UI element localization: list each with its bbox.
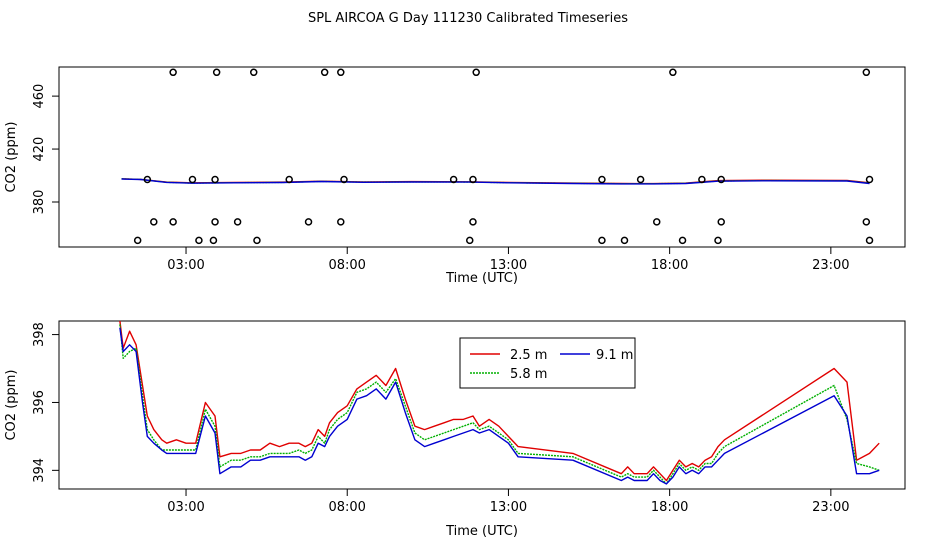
scatter-point	[195, 236, 203, 245]
scatter-point	[598, 175, 606, 184]
legend-box	[459, 337, 636, 389]
scatter-point	[337, 68, 345, 77]
bottom-x-tick-label: 03:00	[167, 500, 204, 515]
scatter-point	[469, 175, 477, 184]
top-y-tick-label: 420	[32, 137, 47, 162]
scatter-point	[598, 236, 606, 245]
top-plot-frame	[58, 66, 906, 248]
scatter-point	[469, 218, 477, 226]
scatter-point	[150, 218, 158, 226]
top-panel-axes: 03:00 08:00 13:00 18:00 23:00 380 420 460	[32, 84, 850, 273]
bottom-y-tick-label: 398	[32, 322, 47, 347]
scatter-point	[249, 68, 258, 77]
scatter-point	[472, 68, 480, 77]
scatter-point	[698, 175, 706, 184]
top-x-tick-label: 08:00	[328, 258, 365, 273]
scatter-point	[320, 68, 329, 77]
scatter-point	[449, 175, 458, 184]
top-x-axis-label: Time (UTC)	[445, 271, 518, 286]
scatter-point	[340, 175, 348, 184]
scatter-point	[717, 218, 725, 226]
top-y-tick-label: 380	[32, 190, 47, 215]
legend-label-2-5m: 2.5 m	[510, 348, 547, 363]
bottom-x-tick-label: 13:00	[490, 500, 527, 515]
top-x-tick-label: 18:00	[651, 258, 688, 273]
scatter-point	[678, 236, 687, 245]
bottom-series-line-2-5-m	[119, 320, 880, 482]
top-x-tick-label: 03:00	[167, 258, 204, 273]
bottom-x-tick-label: 18:00	[651, 500, 688, 515]
scatter-point	[304, 218, 313, 226]
top-x-tick-label: 13:00	[490, 258, 527, 273]
scatter-point	[212, 68, 221, 77]
scatter-point	[714, 236, 722, 245]
legend-label-5-8m: 5.8 m	[510, 367, 547, 382]
scatter-point	[169, 218, 177, 226]
bottom-panel-marks	[119, 320, 880, 485]
scatter-point	[285, 175, 293, 184]
legend-label-9-1m: 9.1 m	[596, 348, 633, 363]
bottom-y-axis-label: CO2 (ppm)	[4, 369, 19, 440]
scatter-point	[233, 218, 242, 226]
scatter-point	[652, 218, 661, 226]
scatter-point	[253, 236, 261, 245]
top-y-axis-label: CO2 (ppm)	[4, 121, 19, 192]
bottom-x-axis-label: Time (UTC)	[445, 524, 518, 539]
scatter-point	[169, 68, 177, 77]
scatter-point	[337, 218, 345, 226]
scatter-point	[862, 68, 871, 77]
scatter-point	[209, 236, 218, 245]
scatter-point	[865, 236, 874, 245]
bottom-y-tick-label: 394	[32, 458, 47, 483]
top-panel-marks	[121, 68, 874, 245]
scatter-point	[465, 236, 474, 245]
bottom-panel-line: 03:00 08:00 13:00 18:00 23:00 394 396 398 Time …	[4, 320, 906, 539]
bottom-panel-axes: 03:00 08:00 13:00 18:00 23:00 394 396 398	[32, 322, 850, 515]
bottom-x-tick-label: 23:00	[812, 500, 849, 515]
top-x-tick-label: 23:00	[812, 258, 849, 273]
chart-title: SPL AIRCOA G Day 111230 Calibrated Times…	[308, 11, 628, 26]
scatter-point	[620, 236, 629, 245]
scatter-point	[862, 218, 871, 226]
scatter-point	[133, 236, 142, 245]
scatter-point	[211, 175, 219, 184]
scatter-point	[717, 175, 725, 184]
top-y-tick-label: 460	[32, 84, 47, 109]
bottom-series-line-9-1-m	[119, 327, 880, 485]
scatter-point	[669, 68, 677, 77]
bottom-x-tick-label: 08:00	[328, 500, 365, 515]
scatter-point	[143, 175, 152, 184]
legend: 2.5 m 9.1 m 5.8 m	[459, 337, 636, 389]
scatter-point	[636, 175, 645, 184]
top-panel-scatter: 03:00 08:00 13:00 18:00 23:00 380 420 460 Time …	[4, 66, 906, 286]
scatter-point	[188, 175, 197, 184]
bottom-series-line-5-8-m	[119, 324, 880, 485]
scatter-point	[865, 175, 874, 184]
scatter-point	[211, 218, 219, 226]
bottom-y-tick-label: 396	[32, 390, 47, 415]
bottom-plot-frame	[58, 320, 906, 490]
